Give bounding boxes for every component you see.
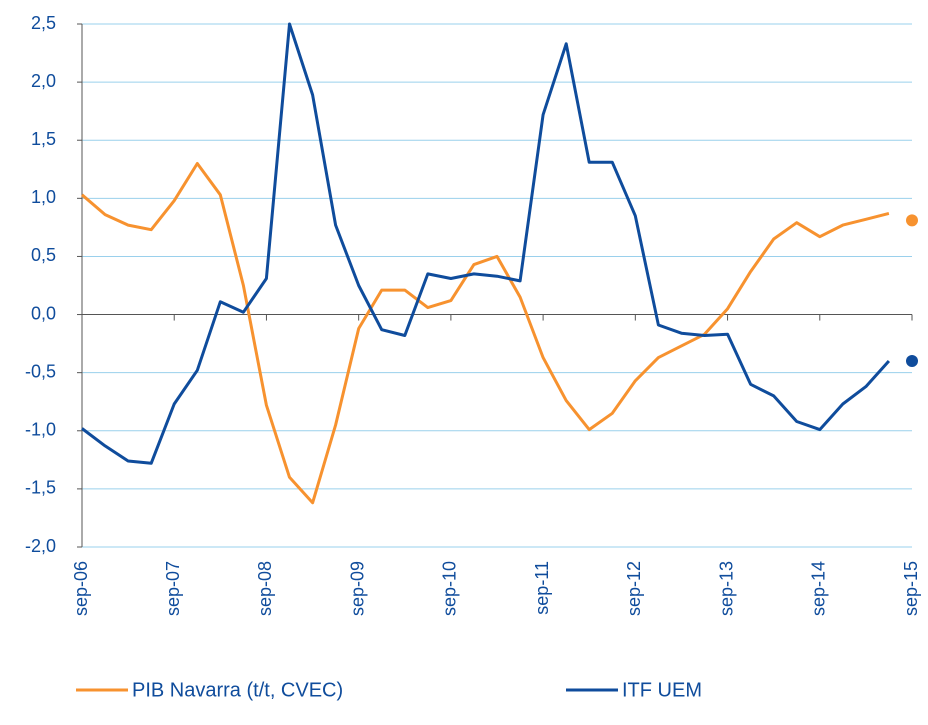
x-tick-label: sep-06 (71, 561, 91, 616)
y-tick-label: 2,0 (31, 71, 56, 91)
x-tick-label: sep-15 (901, 561, 921, 616)
x-tick-label: sep-10 (440, 561, 460, 616)
legend-label: ITF UEM (622, 679, 702, 701)
y-tick-label: 0,0 (31, 303, 56, 323)
series-line (81, 22, 891, 465)
legend-label: PIB Navarra (t/t, CVEC) (132, 679, 343, 701)
x-tick-label: sep-08 (255, 561, 275, 616)
series-line (81, 162, 890, 505)
x-tick-label: sep-09 (347, 561, 367, 616)
y-tick-label: 0,5 (31, 245, 56, 265)
y-tick-label: -0,5 (25, 361, 56, 381)
x-tick-label: sep-13 (716, 561, 736, 616)
y-tick-label: 2,5 (31, 13, 56, 33)
x-tick-label: sep-11 (532, 561, 552, 615)
x-tick-label: sep-12 (624, 561, 644, 616)
x-tick-label: sep-07 (163, 561, 183, 616)
last-point (906, 355, 918, 368)
last-point (906, 214, 918, 227)
y-tick-label: 1,5 (31, 129, 56, 149)
y-tick-label: 1,0 (31, 187, 56, 207)
y-tick-label: -1,5 (25, 478, 56, 498)
y-tick-label: -2,0 (25, 536, 56, 556)
x-tick-label: sep-14 (809, 561, 829, 616)
y-tick-label: -1,0 (25, 420, 56, 440)
